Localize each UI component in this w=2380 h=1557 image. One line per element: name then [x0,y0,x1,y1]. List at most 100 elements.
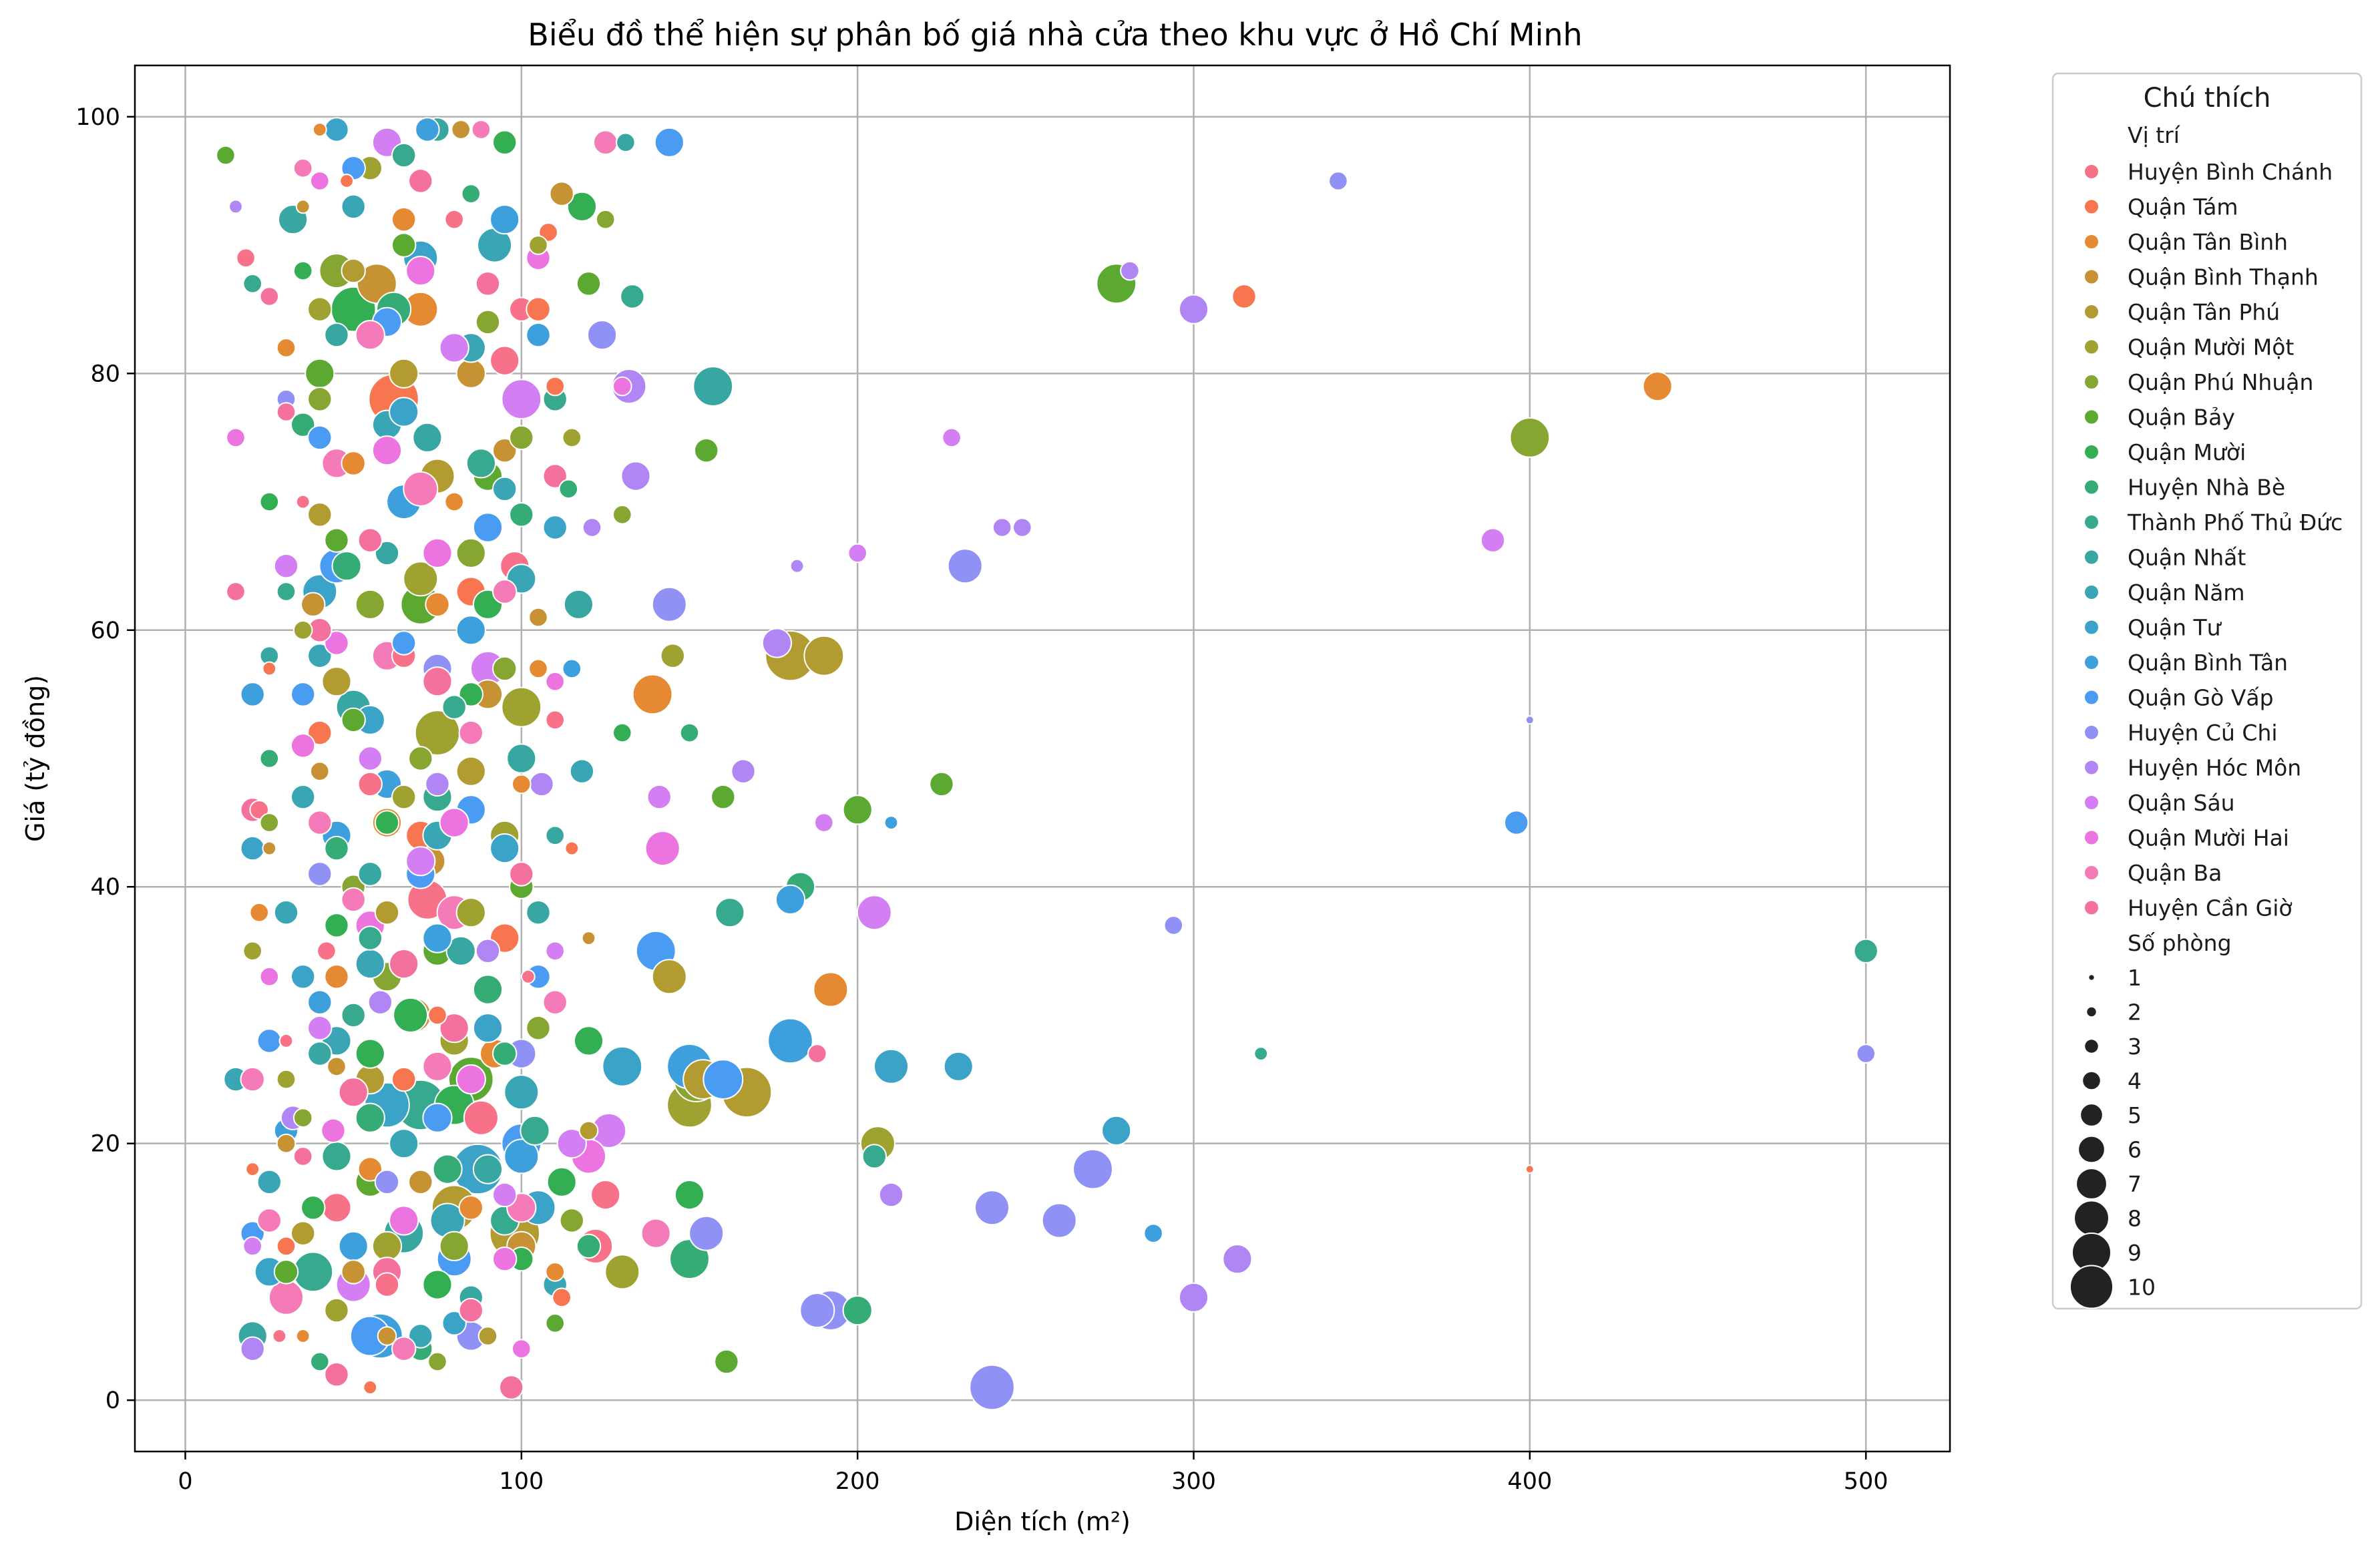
legend-hue-marker [2084,899,2100,916]
data-point [461,184,481,204]
data-point [992,517,1012,537]
data-point [324,117,349,142]
legend-hue-marker [2084,584,2100,600]
data-point [290,1220,316,1246]
data-point [240,835,265,861]
data-point [371,1231,403,1262]
data-point [276,402,296,422]
data-point [563,589,594,620]
data-point [569,758,595,784]
data-point [660,643,685,668]
x-tick-label: 200 [835,1468,880,1495]
data-point [367,989,393,1015]
legend-hue-marker [2084,795,2100,811]
data-point [249,902,270,923]
data-point [422,666,453,697]
data-point [357,771,383,797]
data-point [444,491,465,512]
data-point [256,1208,282,1233]
data-point [422,1269,453,1300]
data-point [1222,1244,1253,1275]
data-point [357,925,383,951]
legend-hue-label: Huyện Hóc Môn [2128,755,2301,781]
data-point [324,527,349,553]
data-point [873,1048,909,1084]
data-point [526,322,551,348]
data-point [374,1272,400,1297]
data-point [542,463,568,489]
data-point [714,1349,739,1375]
data-point [501,686,542,728]
data-point [403,471,439,507]
data-point [463,1100,499,1136]
data-point [528,607,548,628]
data-point [305,358,335,389]
data-point [651,959,687,995]
data-point [620,284,645,309]
data-point [226,427,246,448]
data-point [545,941,566,961]
legend-hue-marker [2084,164,2100,180]
data-point [415,117,440,142]
data-point [321,1192,352,1223]
data-point [455,897,486,928]
data-point [604,1254,640,1290]
data-point [444,209,465,230]
data-point [883,815,899,830]
data-point [307,989,333,1015]
data-point [422,537,453,569]
data-point [789,558,805,574]
data-point [455,1064,486,1095]
data-point [455,537,486,569]
data-point [969,1364,1015,1411]
data-point [391,142,417,168]
data-point [509,861,534,887]
data-point [242,1236,263,1257]
data-point [528,658,548,679]
data-point [455,358,486,389]
axis-ticks: 0 100 200 300 400 500 0 20 40 60 80 100 [75,104,1888,1495]
legend-hue-label: Quận Tư [2128,615,2222,641]
data-point [492,1247,518,1272]
data-point [711,785,736,810]
data-point [761,628,793,658]
data-point [355,589,385,620]
data-point [295,494,311,509]
data-point [1143,1223,1163,1243]
legend: Chú thích Vị trí Huyện Bình Chánh Quận Tá… [2051,72,2363,1310]
data-point [259,286,280,306]
data-point [276,1069,296,1090]
data-point [276,1236,296,1257]
data-point [593,130,618,156]
data-point [408,1323,433,1349]
legend-size-label: 5 [2128,1102,2142,1128]
data-point [292,1108,313,1128]
data-point [573,1026,604,1056]
legend-hue-items: Huyện Bình Chánh Quận Tám Quận Tân Bình Quậ… [2084,159,2343,921]
data-point [1509,417,1551,458]
data-point [307,861,333,887]
data-point [465,448,497,479]
legend-hue-label: Huyện Nhà Bè [2128,475,2285,501]
data-point [1856,1044,1876,1064]
data-point [552,1287,572,1308]
data-point [512,1339,532,1359]
data-point [616,132,636,153]
data-point [441,1311,467,1336]
data-point [578,1120,599,1141]
y-tick-label: 60 [90,618,120,644]
legend-hue-marker [2084,268,2100,285]
data-point [489,204,520,235]
data-point [767,1018,813,1064]
data-point [1328,171,1348,191]
data-point [355,320,385,351]
data-point [1163,915,1184,935]
data-point [1178,294,1209,324]
data-point [549,181,574,206]
data-point [425,592,450,617]
data-point [240,682,265,707]
data-point [391,1336,417,1361]
data-point [339,174,354,188]
legend-hue-marker [2084,514,2100,530]
